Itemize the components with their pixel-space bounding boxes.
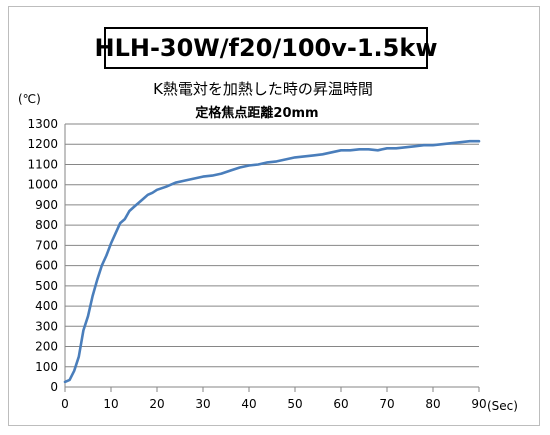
y-tick-label: 500 bbox=[35, 279, 58, 293]
x-tick-label: 70 bbox=[379, 397, 394, 411]
series-line-0 bbox=[63, 139, 481, 384]
y-tick-labels: 0 100 200 300 400 500 600 700 800 900 1000 1100 1200… bbox=[27, 117, 58, 394]
x-tick-labels: 0 10 20 30 40 50 60 70 80 90 bbox=[61, 397, 486, 411]
x-tick-label: 90 bbox=[471, 397, 486, 411]
y-tick-label: 400 bbox=[35, 299, 58, 313]
y-tick-label: 800 bbox=[35, 218, 58, 232]
x-axis-unit: (Sec) bbox=[487, 399, 518, 413]
x-tick-label: 60 bbox=[333, 397, 348, 411]
gridlines bbox=[65, 123, 479, 368]
chart-frame bbox=[8, 6, 540, 426]
x-tick-label: 10 bbox=[103, 397, 118, 411]
axes bbox=[64, 124, 480, 392]
y-tick-label: 1300 bbox=[27, 117, 58, 131]
y-tick-label: 1000 bbox=[27, 178, 58, 192]
y-tick-label: 700 bbox=[35, 238, 58, 252]
model-label: HLH-30W/f20/100v-1.5kw bbox=[94, 27, 438, 69]
y-tick-label: 1100 bbox=[27, 157, 58, 171]
chart-subtitle: 定格焦点距離20mm bbox=[194, 105, 318, 121]
y-tick-label: 300 bbox=[35, 319, 58, 333]
x-tick-label: 0 bbox=[61, 397, 69, 411]
y-tick-label: 200 bbox=[35, 340, 58, 354]
x-tick-label: 80 bbox=[425, 397, 440, 411]
x-tick-label: 50 bbox=[287, 397, 302, 411]
x-tick-label: 20 bbox=[149, 397, 164, 411]
y-tick-label: 600 bbox=[35, 259, 58, 273]
y-tick-label: 1200 bbox=[27, 137, 58, 151]
x-tick-label: 30 bbox=[195, 397, 210, 411]
chart-title: K熱電対を加熱した時の昇温時間 bbox=[153, 80, 373, 98]
y-tick-label: 0 bbox=[50, 380, 58, 394]
x-tick-label: 40 bbox=[241, 397, 256, 411]
y-tick-label: 100 bbox=[35, 360, 58, 374]
y-tick-label: 900 bbox=[35, 198, 58, 212]
y-axis-unit: (℃) bbox=[18, 92, 41, 106]
series-layer bbox=[63, 139, 481, 384]
